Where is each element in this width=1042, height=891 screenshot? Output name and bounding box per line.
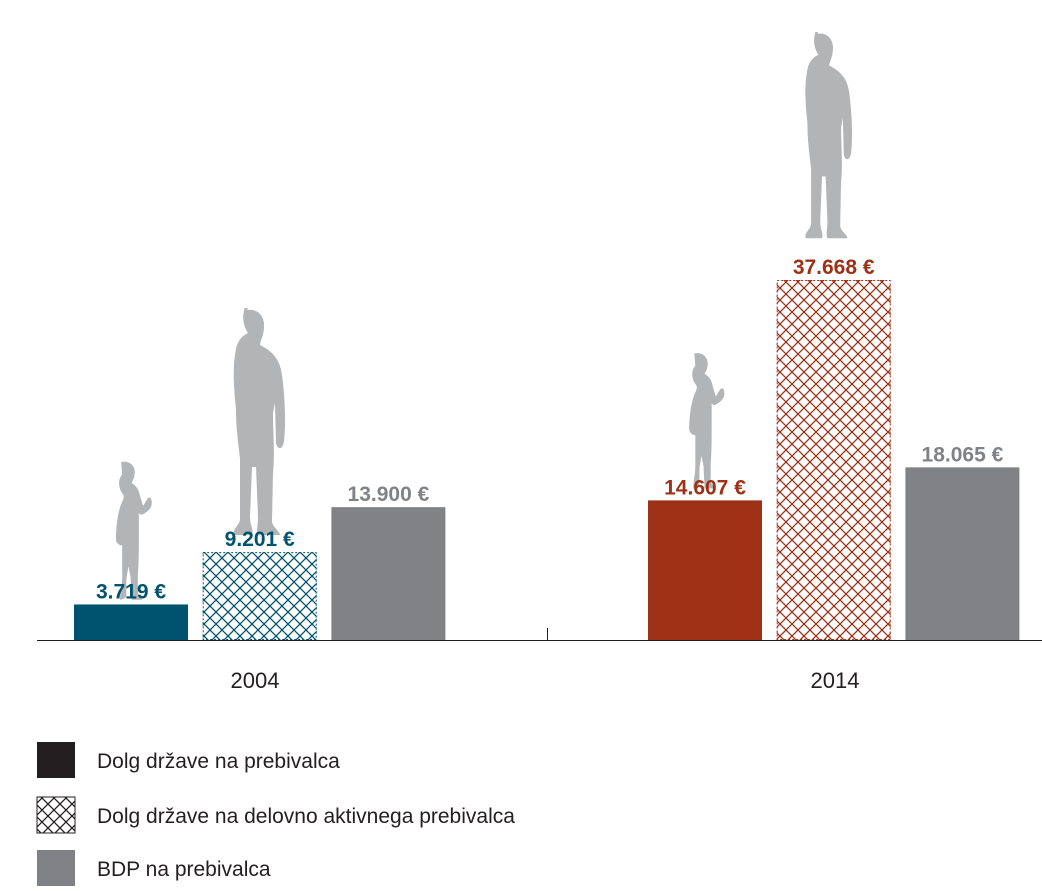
legend-swatch <box>37 850 75 886</box>
child-icon <box>689 353 725 489</box>
bar <box>74 604 188 640</box>
bar <box>905 467 1020 640</box>
bar <box>331 507 446 640</box>
bar-outline <box>202 552 317 640</box>
legend-label: Dolg države na prebivalca <box>97 750 340 773</box>
value-label: 14.607 € <box>664 476 746 499</box>
bar <box>776 280 891 640</box>
legend-swatch <box>37 742 75 778</box>
man-icon <box>805 32 853 239</box>
bar <box>202 552 317 640</box>
legend-label: BDP na prebivalca <box>97 858 271 881</box>
bar <box>648 500 762 640</box>
value-label: 18.065 € <box>922 443 1004 466</box>
legend-swatch <box>36 796 76 834</box>
x-tick-label: 2004 <box>231 668 280 693</box>
value-label: 9.201 € <box>225 528 295 551</box>
child-icon <box>115 461 152 600</box>
value-label: 3.719 € <box>96 580 166 603</box>
man-icon <box>233 308 286 535</box>
value-label: 13.900 € <box>348 483 430 506</box>
value-label: 37.668 € <box>793 256 875 279</box>
legend-label: Dolg države na delovno aktivnega prebiva… <box>97 805 515 828</box>
bar-outline <box>776 280 891 640</box>
x-tick-label: 2014 <box>811 668 860 693</box>
